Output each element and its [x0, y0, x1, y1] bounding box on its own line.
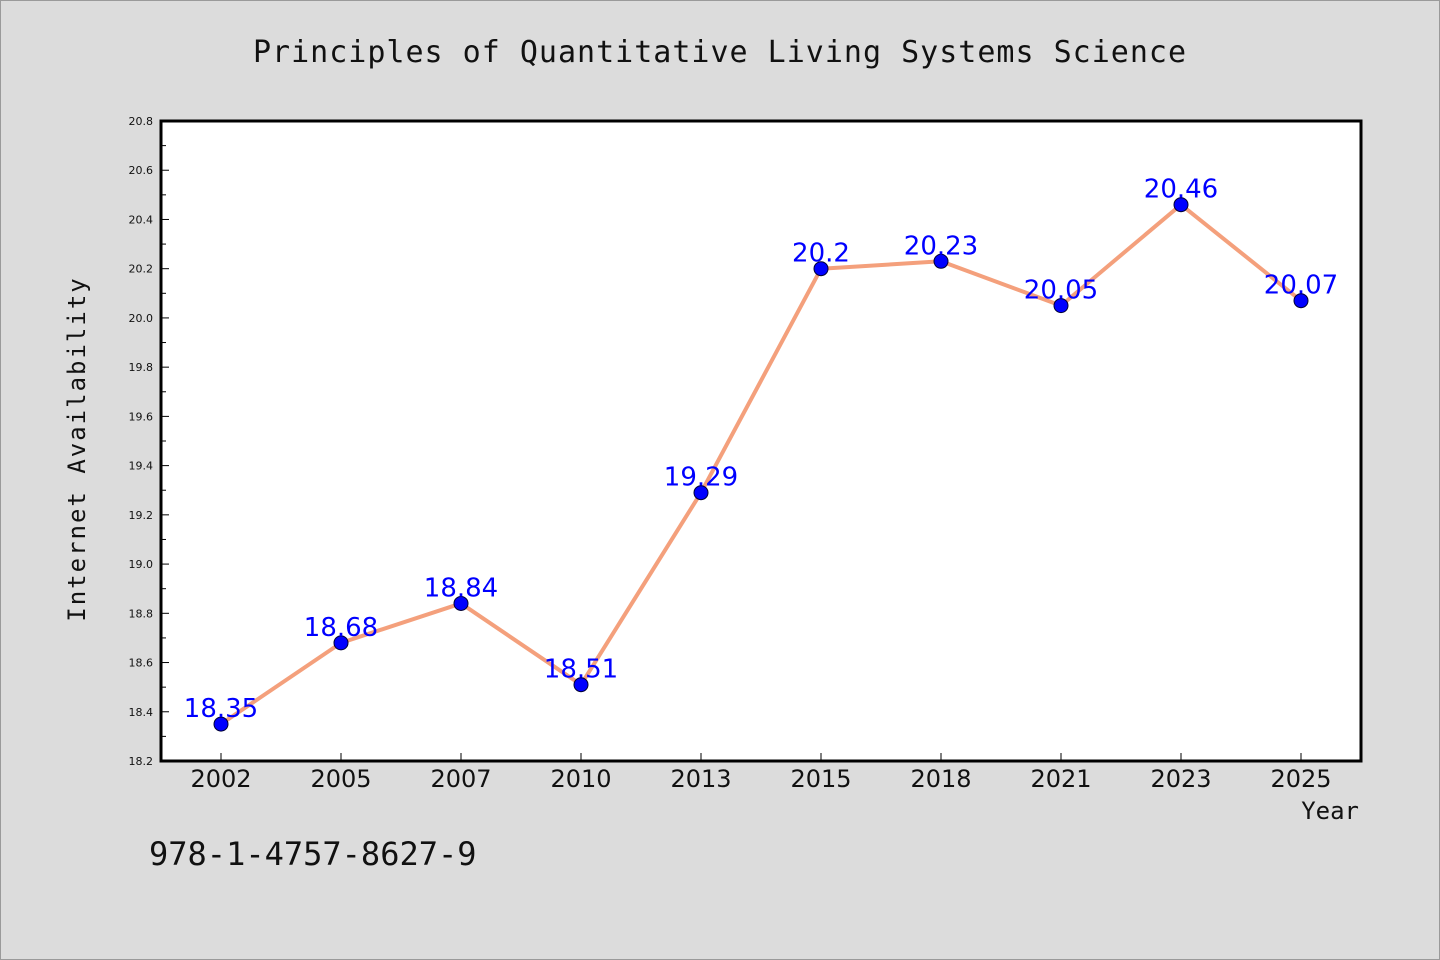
x-tick-label: 2002: [190, 765, 251, 793]
data-label: 20.2: [792, 239, 850, 269]
y-tick-label: 18.4: [129, 706, 154, 719]
x-axis-label: Year: [1301, 797, 1359, 825]
y-tick-label: 19.4: [129, 460, 154, 473]
data-label: 20.46: [1144, 175, 1218, 205]
plot-area: [161, 121, 1361, 761]
plot-frame: [159, 119, 1363, 763]
y-tick-label: 20.4: [129, 213, 154, 226]
data-point: [573, 677, 589, 693]
y-tick-label: 18.6: [129, 657, 154, 670]
x-tick-label: 2021: [1030, 765, 1091, 793]
y-tick-label: 19.2: [129, 509, 154, 522]
data-point: [933, 253, 949, 269]
x-tick-label: 2013: [670, 765, 731, 793]
data-point: [1053, 298, 1069, 314]
data-label: 20.23: [904, 231, 978, 261]
y-tick-label: 20.6: [129, 164, 154, 177]
x-tick-label: 2007: [430, 765, 491, 793]
y-tick-label: 19.0: [129, 558, 154, 571]
y-tick-label: 18.8: [129, 607, 154, 620]
x-tick-label: 2015: [790, 765, 851, 793]
data-point: [1293, 293, 1309, 309]
y-tick-label: 20.2: [129, 263, 154, 276]
y-axis-ticks: 18.2 18.4 18.6 18.8 19.0 19.2 19.4 19.6 19.8 20.0…: [129, 115, 169, 768]
data-point: [333, 635, 349, 651]
data-markers: [213, 197, 1309, 732]
y-tick-label: 20.8: [129, 115, 154, 128]
data-label: 20.05: [1024, 276, 1098, 306]
data-point: [813, 261, 829, 277]
data-point: [213, 716, 229, 732]
y-tick-label: 19.8: [129, 361, 154, 374]
y-tick-label: 19.6: [129, 410, 154, 423]
series-line: [219, 202, 1303, 726]
data-label: 18.84: [424, 573, 498, 603]
data-label: 20.07: [1264, 271, 1338, 301]
data-label: 18.51: [544, 655, 618, 685]
x-axis-ticks: 2002 2005 2007 2010 2013 2015 2018 2021 2023 2025: [190, 753, 1332, 793]
x-tick-label: 2010: [550, 765, 611, 793]
y-tick-label: 20.0: [129, 312, 154, 325]
x-tick-label: 2025: [1270, 765, 1331, 793]
data-point: [453, 595, 469, 611]
series-line-path: [219, 202, 1303, 726]
x-tick-label: 2005: [310, 765, 371, 793]
data-label: 19.29: [664, 463, 738, 493]
data-label: 18.35: [184, 694, 258, 724]
chart-title: Principles of Quantitative Living System…: [252, 35, 1187, 70]
data-point: [1173, 197, 1189, 213]
x-tick-label: 2023: [1150, 765, 1211, 793]
data-point: [693, 485, 709, 501]
data-labels: 18.35 18.68 18.84 18.51 19.29 20.2 20.23 20.05 2…: [184, 175, 1338, 724]
x-tick-label: 2018: [910, 765, 971, 793]
data-label: 18.68: [304, 613, 378, 643]
y-tick-label: 18.2: [129, 755, 154, 768]
isbn-text: 978-1-4757-8627-9: [149, 835, 477, 873]
